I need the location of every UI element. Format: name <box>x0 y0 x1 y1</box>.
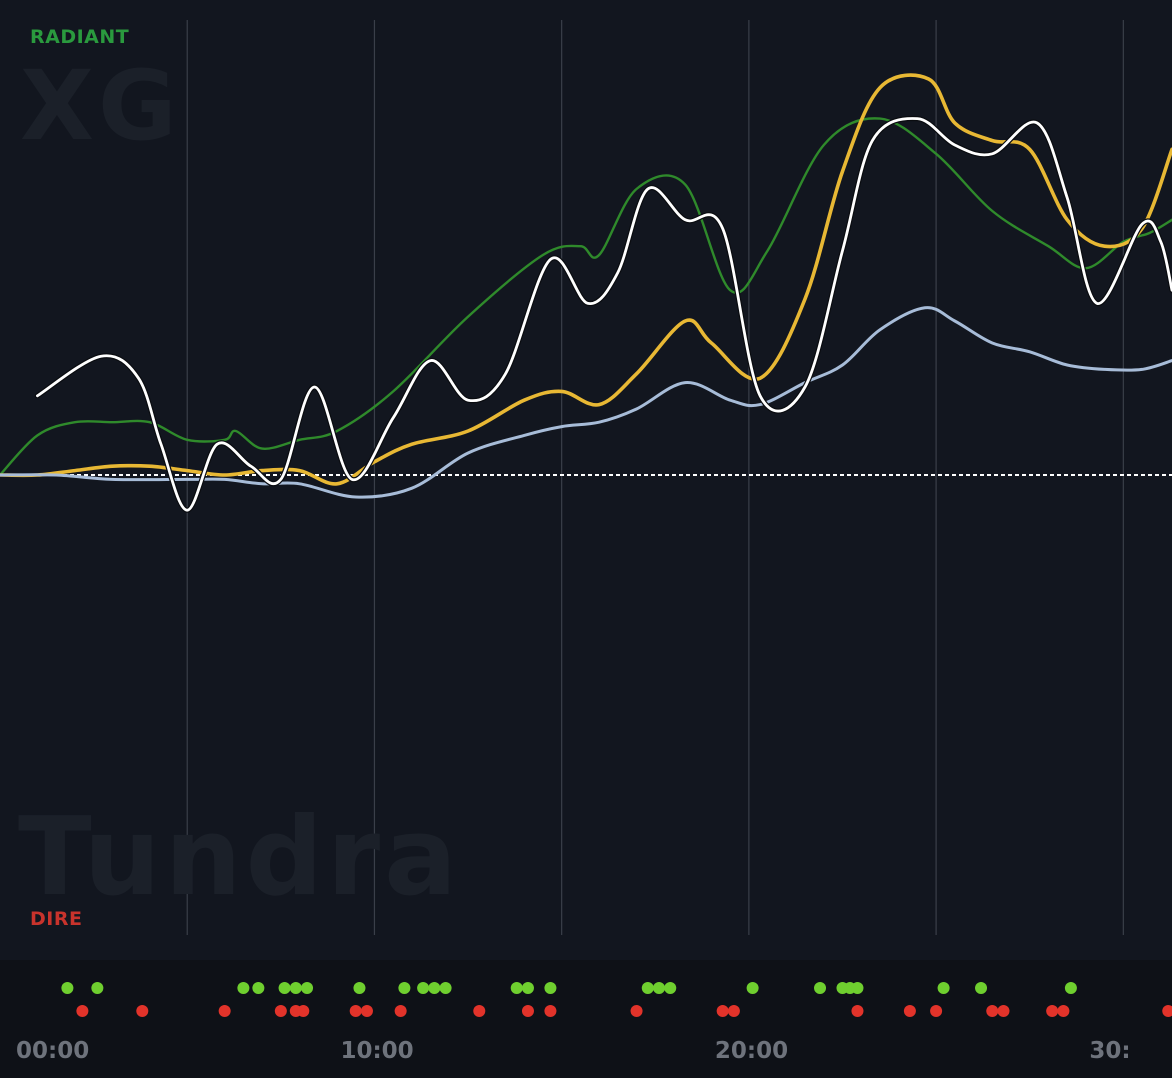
x-tick-label: 00:00 <box>16 1038 90 1064</box>
dire-event-dot <box>1046 1005 1059 1017</box>
dire-event-dot <box>136 1005 149 1017</box>
radiant-event-dot <box>814 982 827 994</box>
dire-event-dot <box>297 1005 310 1017</box>
radiant-event-dot <box>398 982 411 994</box>
dire-event-dot <box>997 1005 1010 1017</box>
radiant-event-dot <box>91 982 104 994</box>
radiant-event-dot <box>975 982 988 994</box>
dire-event-dot <box>986 1005 999 1017</box>
radiant-event-dot <box>641 982 654 994</box>
x-tick-label: 20:00 <box>714 1038 789 1064</box>
radiant-event-dot <box>664 982 677 994</box>
series-line-white <box>36 117 1172 512</box>
dire-event-dot <box>544 1005 557 1017</box>
series-line-white-outline <box>34 115 1172 513</box>
radiant-event-dot <box>353 982 366 994</box>
dire-event-dot <box>274 1005 287 1017</box>
x-tick-label: 10:00 <box>340 1038 414 1064</box>
team-name-dire: Tundra <box>18 795 462 920</box>
series-lines <box>0 73 1172 513</box>
dire-event-dot <box>851 1005 864 1017</box>
event-timeline-band <box>0 960 1172 1078</box>
series-line-blue <box>0 306 1172 499</box>
grid-lines <box>186 20 1124 935</box>
radiant-event-dot <box>746 982 759 994</box>
dire-event-dot <box>1057 1005 1070 1017</box>
dire-event-dot <box>473 1005 486 1017</box>
radiant-event-dot <box>301 982 314 994</box>
dire-event-dot <box>218 1005 231 1017</box>
radiant-event-dot <box>278 982 291 994</box>
radiant-event-dot <box>937 982 950 994</box>
event-markers <box>61 982 1172 1017</box>
dire-event-dot <box>521 1005 534 1017</box>
radiant-event-dot <box>851 982 864 994</box>
radiant-event-dot <box>237 982 250 994</box>
dire-label: DIRE <box>30 908 83 930</box>
radiant-label: RADIANT <box>30 26 130 48</box>
dire-event-dot <box>930 1005 943 1017</box>
series-line-gold <box>0 73 1172 486</box>
team-name-radiant: XG <box>20 50 181 162</box>
radiant-event-dot <box>428 982 441 994</box>
dire-event-dot <box>360 1005 373 1017</box>
dire-event-dot <box>349 1005 362 1017</box>
dire-event-dot <box>727 1005 740 1017</box>
series-line-green <box>0 117 1172 477</box>
dire-event-dot <box>1162 1005 1172 1017</box>
radiant-event-dot <box>1064 982 1077 994</box>
radiant-event-dot <box>544 982 557 994</box>
radiant-event-dot <box>61 982 74 994</box>
radiant-event-dot <box>510 982 523 994</box>
dire-event-dot <box>76 1005 89 1017</box>
x-tick-label: 30: <box>1089 1038 1131 1064</box>
radiant-event-dot <box>417 982 430 994</box>
dire-event-dot <box>394 1005 407 1017</box>
radiant-event-dot <box>289 982 302 994</box>
radiant-event-dot <box>521 982 534 994</box>
dire-event-dot <box>903 1005 916 1017</box>
radiant-event-dot <box>653 982 666 994</box>
radiant-event-dot <box>252 982 265 994</box>
dire-event-dot <box>716 1005 729 1017</box>
radiant-event-dot <box>439 982 452 994</box>
dire-event-dot <box>630 1005 643 1017</box>
